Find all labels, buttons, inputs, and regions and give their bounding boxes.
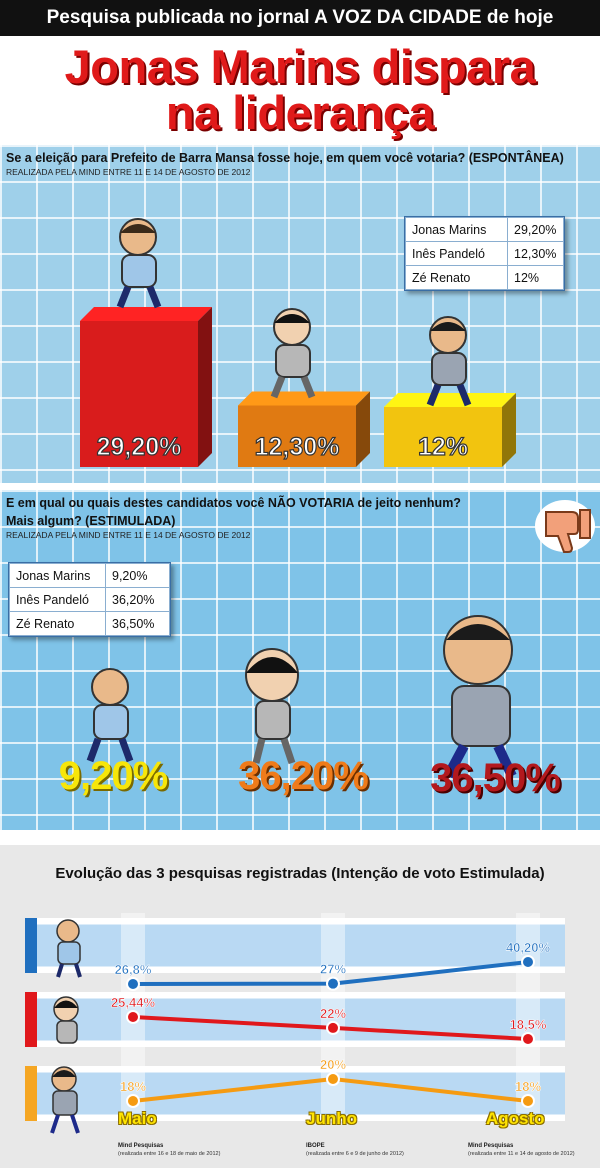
color-tab-red bbox=[25, 992, 37, 1047]
color-tab-blue bbox=[25, 918, 37, 973]
column-highlight bbox=[516, 913, 540, 1113]
data-point bbox=[126, 1010, 140, 1024]
candidate-name: Inês Pandeló bbox=[405, 241, 508, 266]
candidate-2-figure bbox=[245, 648, 299, 765]
source-rejection: REALIZADA PELA MIND ENTRE 11 E 14 DE AGO… bbox=[6, 530, 251, 540]
headline-line-2: na liderança bbox=[165, 86, 435, 139]
rejection-figures bbox=[86, 615, 517, 779]
candidate-3-figure bbox=[443, 615, 517, 779]
data-point bbox=[326, 1020, 340, 1035]
candidate-figure bbox=[116, 218, 162, 309]
legend-table-spontaneous: Jonas Marins 29,20% Inês Pandeló 12,30% … bbox=[404, 216, 565, 291]
month-label: Agosto bbox=[486, 1109, 545, 1128]
source-date: (realizada entre 11 e 14 de agosto de 20… bbox=[468, 1151, 575, 1157]
month-label: Junho bbox=[306, 1109, 357, 1128]
headline: Jonas Marins dispara na liderança bbox=[0, 40, 600, 139]
question-rejection-2: Mais algum? (ESTIMULADA) bbox=[6, 514, 176, 528]
candidate-value: 12,30% bbox=[507, 241, 564, 266]
source-date: (realizada entre 16 e 18 de maio de 2012… bbox=[118, 1151, 221, 1157]
source-date: (realizada entre 6 e 9 de junho de 2012) bbox=[306, 1151, 404, 1157]
rejection-pct-2: 36,20% bbox=[238, 754, 369, 798]
line-chart-evolution: 26,8% 27% 40,20% 25,44% 22% 18,5% 18% 20% 18% bbox=[111, 913, 551, 1113]
table-row: Jonas Marins 29,20% bbox=[405, 217, 564, 242]
legend-table-rejection: Jonas Marins 9,20% Inês Pandeló 36,20% Z… bbox=[8, 562, 171, 637]
candidate-name: Zé Renato bbox=[405, 265, 508, 290]
data-label: 22% bbox=[320, 1006, 346, 1021]
rejection-pct-1: 9,20% bbox=[58, 754, 168, 798]
table-row: Inês Pandeló 12,30% bbox=[405, 241, 564, 266]
evolution-section: Evolução das 3 pesquisas registradas (In… bbox=[0, 845, 600, 1168]
bar-side bbox=[198, 307, 212, 467]
bar-top bbox=[238, 391, 370, 406]
data-point bbox=[521, 955, 535, 969]
data-label: 26,8% bbox=[115, 962, 152, 977]
candidate-value: 12% bbox=[507, 265, 564, 290]
candidate-value: 29,20% bbox=[507, 217, 564, 242]
bar-side bbox=[502, 393, 516, 467]
spontaneous-poll-section: Se a eleição para Prefeito de Barra Mans… bbox=[0, 145, 600, 483]
data-point bbox=[126, 1094, 140, 1108]
source-name: Mind Pesquisas bbox=[118, 1143, 164, 1149]
top-banner: Pesquisa publicada no jornal A VOZ DA CI… bbox=[0, 0, 600, 36]
candidate-figure bbox=[426, 316, 472, 407]
rejection-poll-section: E em qual ou quais destes candidatos voc… bbox=[0, 490, 600, 830]
bar-label: 29,20% bbox=[97, 433, 182, 461]
data-point bbox=[521, 1094, 535, 1108]
bar bbox=[80, 321, 198, 467]
data-point bbox=[521, 1032, 535, 1046]
color-tab-yellow bbox=[25, 1066, 37, 1121]
candidate-figure bbox=[270, 308, 316, 399]
bar bbox=[238, 405, 356, 467]
question-spontaneous: Se a eleição para Prefeito de Barra Mans… bbox=[6, 151, 564, 165]
thumbs-down-icon bbox=[535, 500, 595, 553]
bar-label: 12% bbox=[418, 433, 468, 461]
evolution-title: Evolução das 3 pesquisas registradas (In… bbox=[55, 865, 545, 882]
data-point bbox=[126, 977, 140, 991]
bar bbox=[384, 407, 502, 467]
bar-side bbox=[356, 391, 370, 467]
rejection-pct-3: 36,50% bbox=[430, 756, 561, 800]
source-name: Mind Pesquisas bbox=[468, 1143, 514, 1149]
mini-ze-icon bbox=[50, 1066, 80, 1134]
source-spontaneous: REALIZADA PELA MIND ENTRE 11 E 14 DE AGO… bbox=[6, 167, 251, 177]
data-label: 25,44% bbox=[111, 995, 156, 1010]
candidate-value: 36,50% bbox=[105, 611, 170, 636]
candidate-1-figure bbox=[86, 668, 134, 763]
data-label: 20% bbox=[320, 1057, 346, 1072]
month-label: Maio bbox=[118, 1109, 157, 1128]
candidate-name: Inês Pandeló bbox=[9, 587, 106, 612]
candidate-name: Jonas Marins bbox=[405, 217, 508, 242]
headline-line-1: Jonas Marins dispara bbox=[64, 40, 536, 93]
data-label: 18% bbox=[120, 1079, 146, 1094]
table-row: Inês Pandeló 36,20% bbox=[9, 587, 170, 612]
evolution-figures bbox=[50, 919, 82, 1134]
bar-top bbox=[384, 393, 516, 407]
table-row: Zé Renato 36,50% bbox=[9, 611, 170, 636]
data-point bbox=[326, 1072, 340, 1086]
candidate-name: Zé Renato bbox=[9, 611, 106, 636]
question-rejection: E em qual ou quais destes candidatos voc… bbox=[6, 496, 461, 510]
data-label: 27% bbox=[320, 962, 346, 977]
bar-chart-spontaneous: 29,20% 12,30% 12% bbox=[80, 218, 516, 467]
table-row: Zé Renato 12% bbox=[405, 265, 564, 290]
candidate-name: Jonas Marins bbox=[9, 563, 106, 588]
data-label: 40,20% bbox=[506, 940, 551, 955]
data-label: 18% bbox=[515, 1079, 541, 1094]
band-jonas bbox=[25, 918, 565, 973]
mini-ines-icon bbox=[53, 996, 79, 1044]
bar-label: 12,30% bbox=[255, 433, 340, 461]
data-label: 18,5% bbox=[510, 1017, 547, 1032]
data-point bbox=[326, 976, 340, 991]
bar-top bbox=[80, 307, 212, 321]
mini-jonas-icon bbox=[56, 919, 82, 978]
source-name: IBOPE bbox=[306, 1143, 325, 1149]
